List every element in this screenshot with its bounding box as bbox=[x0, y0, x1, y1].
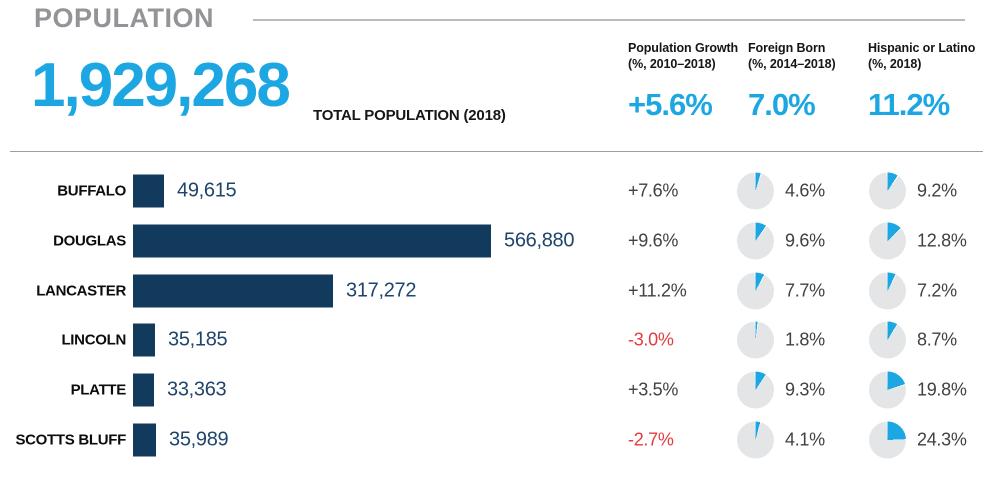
foreign-born-value: 9.6% bbox=[785, 230, 825, 250]
county-label: DOUGLAS bbox=[53, 232, 126, 249]
growth-value: +3.5% bbox=[628, 379, 679, 399]
county-row-buffalo: BUFFALO 49,615 +7.6% 4.6% 9.2% bbox=[0, 172, 993, 209]
hispanic-cell: 9.2% bbox=[869, 172, 957, 209]
bar-group: 33,363 bbox=[133, 373, 227, 406]
hispanic-cell: 12.8% bbox=[869, 222, 967, 259]
population-bar bbox=[133, 224, 491, 257]
county-label: BUFFALO bbox=[57, 182, 126, 199]
summary-value: 11.2% bbox=[868, 87, 950, 122]
foreign-born-value: 7.7% bbox=[785, 280, 825, 300]
summary-value: +5.6% bbox=[628, 87, 713, 122]
hispanic-pie-chart bbox=[869, 321, 906, 358]
summary-header-line1: Hispanic or Latino bbox=[868, 41, 976, 55]
foreign-born-pie-chart bbox=[737, 172, 774, 209]
county-row-lincoln: LINCOLN 35,185 -3.0% 1.8% 8.7% bbox=[0, 321, 993, 358]
bar-group: 49,615 bbox=[133, 174, 237, 207]
foreign-born-value: 4.1% bbox=[785, 429, 825, 449]
county-row-platte: PLATTE 33,363 +3.5% 9.3% 19.8% bbox=[0, 371, 993, 408]
growth-value: +9.6% bbox=[628, 230, 679, 250]
population-bar bbox=[133, 373, 154, 406]
hispanic-value: 19.8% bbox=[917, 379, 967, 399]
county-label: LINCOLN bbox=[61, 331, 126, 348]
county-label: LANCASTER bbox=[36, 282, 126, 299]
total-population-label: TOTAL POPULATION (2018) bbox=[313, 107, 506, 124]
hispanic-cell: 7.2% bbox=[869, 272, 957, 309]
population-bar bbox=[133, 174, 164, 207]
summary-header-line2: (%, 2018) bbox=[868, 57, 922, 71]
population-value: 35,185 bbox=[168, 328, 228, 350]
bar-group: 35,989 bbox=[133, 423, 229, 456]
growth-value: +7.6% bbox=[628, 180, 679, 200]
foreign-born-pie-chart bbox=[737, 222, 774, 259]
summary-value: 7.0% bbox=[748, 87, 816, 122]
population-bar bbox=[133, 274, 333, 307]
hispanic-cell: 19.8% bbox=[869, 371, 967, 408]
bar-group: 566,880 bbox=[133, 224, 575, 257]
hispanic-pie-chart bbox=[869, 172, 906, 209]
summary-header: Population Growth (%, 2010–2018) bbox=[628, 40, 748, 72]
summary-header: Foreign Born (%, 2014–2018) bbox=[748, 40, 868, 72]
hispanic-cell: 24.3% bbox=[869, 421, 967, 458]
foreign-born-value: 1.8% bbox=[785, 329, 825, 349]
hispanic-pie-chart bbox=[869, 371, 906, 408]
population-value: 566,880 bbox=[504, 229, 575, 251]
hispanic-pie-chart bbox=[869, 222, 906, 259]
growth-value: -2.7% bbox=[628, 429, 674, 449]
hispanic-value: 12.8% bbox=[917, 230, 967, 250]
growth-value: -3.0% bbox=[628, 329, 674, 349]
foreign-born-cell: 9.6% bbox=[737, 222, 825, 259]
growth-value: +11.2% bbox=[628, 280, 687, 300]
summary-header-line1: Foreign Born bbox=[748, 41, 826, 55]
county-row-scotts-bluff: SCOTTS BLUFF 35,989 -2.7% 4.1% 24.3% bbox=[0, 421, 993, 458]
foreign-born-pie-chart bbox=[737, 321, 774, 358]
hispanic-value: 24.3% bbox=[917, 429, 967, 449]
foreign-born-pie-chart bbox=[737, 421, 774, 458]
foreign-born-value: 4.6% bbox=[785, 180, 825, 200]
population-value: 35,989 bbox=[169, 428, 229, 450]
hispanic-pie-chart bbox=[869, 421, 906, 458]
summary-header-line2: (%, 2010–2018) bbox=[628, 57, 716, 71]
summary-foreign-born: Foreign Born (%, 2014–2018) 7.0% bbox=[748, 40, 868, 123]
bar-group: 35,185 bbox=[133, 323, 228, 356]
county-label: SCOTTS BLUFF bbox=[15, 431, 126, 448]
foreign-born-cell: 4.6% bbox=[737, 172, 825, 209]
county-row-lancaster: LANCASTER 317,272 +11.2% 7.7% 7.2% bbox=[0, 272, 993, 309]
section-divider bbox=[10, 151, 983, 152]
page-title: POPULATION bbox=[34, 3, 214, 33]
title-rule bbox=[253, 19, 965, 21]
county-row-douglas: DOUGLAS 566,880 +9.6% 9.6% 12.8% bbox=[0, 222, 993, 259]
county-label: PLATTE bbox=[70, 381, 127, 398]
total-population-value: 1,929,268 bbox=[31, 51, 291, 120]
population-bar bbox=[133, 423, 156, 456]
summary-header-line1: Population Growth bbox=[628, 41, 739, 55]
summary-population-growth: Population Growth (%, 2010–2018) +5.6% bbox=[628, 40, 748, 123]
hispanic-value: 9.2% bbox=[917, 180, 957, 200]
foreign-born-value: 9.3% bbox=[785, 379, 825, 399]
hispanic-pie-chart bbox=[869, 272, 906, 309]
hispanic-cell: 8.7% bbox=[869, 321, 957, 358]
bar-group: 317,272 bbox=[133, 274, 417, 307]
population-value: 33,363 bbox=[167, 378, 227, 400]
hispanic-value: 8.7% bbox=[917, 329, 957, 349]
summary-hispanic-latino: Hispanic or Latino (%, 2018) 11.2% bbox=[868, 40, 988, 123]
foreign-born-cell: 9.3% bbox=[737, 371, 825, 408]
summary-header: Hispanic or Latino (%, 2018) bbox=[868, 40, 988, 72]
population-bar bbox=[133, 323, 155, 356]
foreign-born-pie-chart bbox=[737, 371, 774, 408]
foreign-born-cell: 7.7% bbox=[737, 272, 825, 309]
foreign-born-cell: 4.1% bbox=[737, 421, 825, 458]
population-value: 317,272 bbox=[346, 279, 417, 301]
summary-header-line2: (%, 2014–2018) bbox=[748, 57, 836, 71]
foreign-born-pie-chart bbox=[737, 272, 774, 309]
hispanic-value: 7.2% bbox=[917, 280, 957, 300]
foreign-born-cell: 1.8% bbox=[737, 321, 825, 358]
population-value: 49,615 bbox=[177, 179, 237, 201]
